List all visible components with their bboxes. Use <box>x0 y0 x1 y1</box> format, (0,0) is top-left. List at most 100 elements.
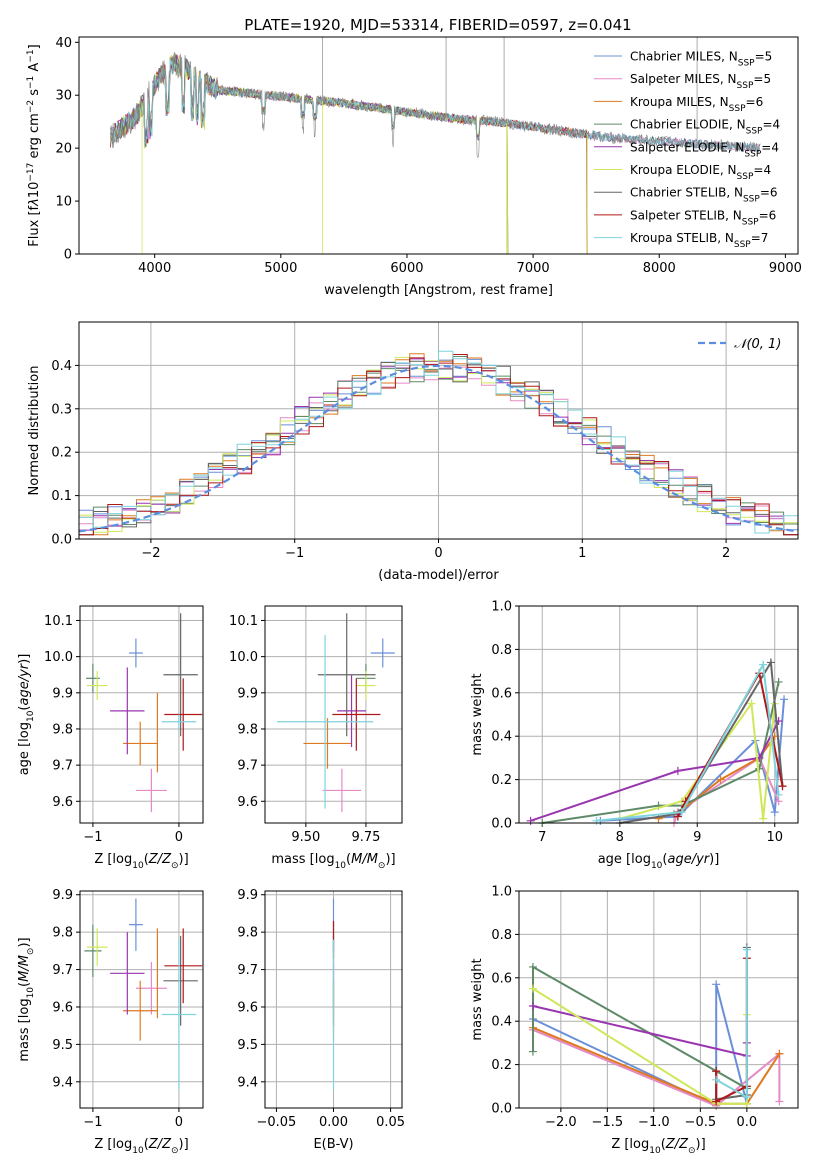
weight-marker <box>712 1067 721 1076</box>
y-tick-label: 0.8 <box>491 928 512 943</box>
x-tick-label: −2 <box>141 546 160 561</box>
weight-marker <box>770 808 779 817</box>
weight-marker <box>759 814 768 823</box>
y-tick-label: 0.6 <box>491 686 512 701</box>
weight-line <box>596 661 780 822</box>
y-tick-label: 10.0 <box>44 650 73 665</box>
y-tick-label: 9.9 <box>237 888 258 903</box>
y-tick-label: 9.6 <box>237 1000 258 1015</box>
data-point <box>161 939 197 1090</box>
plot-frame <box>78 36 799 255</box>
y-tick-label: 9.7 <box>237 759 258 774</box>
weight-marker <box>712 1075 721 1084</box>
y-tick-label: 0.0 <box>491 817 512 832</box>
data-point <box>161 714 197 729</box>
y-tick-label: 0.1 <box>51 489 72 504</box>
x-tick-label: 9 <box>693 830 701 845</box>
weight-marker <box>528 1047 537 1056</box>
weight-marker <box>766 658 775 667</box>
y-axis-label: Normed distribution <box>27 366 42 496</box>
x-tick-label: 0.0 <box>737 1115 758 1130</box>
weight-marker <box>780 695 789 704</box>
x-axis-label: Z [log10(Z/Z⊙)] <box>94 852 188 871</box>
weight-marker <box>712 980 721 989</box>
y-tick-label: 9.6 <box>237 795 258 810</box>
x-tick-label: 7000 <box>517 261 550 276</box>
x-axis-label: (data-model)/error <box>378 568 499 583</box>
data-point <box>277 634 374 809</box>
weight-marker <box>716 775 725 784</box>
data-point <box>129 898 143 951</box>
y-tick-label: 10 <box>55 195 72 210</box>
y-tick-label: 0 <box>64 248 72 263</box>
x-tick-label: 5000 <box>264 261 297 276</box>
y-tick-label: 0.2 <box>51 446 72 461</box>
data-point <box>303 718 352 769</box>
data-point <box>123 721 158 766</box>
y-tick-label: 9.5 <box>52 1038 73 1053</box>
x-tick-label: 9.50 <box>291 830 320 845</box>
x-tick-label: 0 <box>175 1115 183 1130</box>
y-tick-label: 9.9 <box>52 686 73 701</box>
weight-line <box>530 720 780 822</box>
x-tick-label: −1.0 <box>638 1115 670 1130</box>
x-tick-label: 0.05 <box>376 1115 405 1130</box>
y-tick-label: 0.4 <box>491 1015 512 1030</box>
y-tick-label: 9.8 <box>52 926 73 941</box>
y-axis-label: mass weight <box>470 673 485 755</box>
x-tick-label: 0.00 <box>319 1115 348 1130</box>
legend-label: 𝒩(0, 1) <box>734 337 781 352</box>
plot-frame <box>264 605 403 824</box>
data-point <box>163 613 198 737</box>
y-tick-label: 9.9 <box>237 686 258 701</box>
weight-marker <box>775 1097 784 1106</box>
legend-label: Chabrier MILES, NSSP=5 <box>630 50 772 69</box>
weight-marker <box>526 816 535 825</box>
plot-frame <box>79 890 204 1109</box>
x-axis-label: age [log10(age/yr)] <box>598 852 720 871</box>
data-point <box>110 667 145 755</box>
y-tick-label: 9.8 <box>237 722 258 737</box>
y-tick-label: 9.8 <box>237 926 258 941</box>
y-tick-label: 0.4 <box>491 730 512 745</box>
y-tick-label: 9.8 <box>52 722 73 737</box>
y-tick-label: 0.0 <box>491 1102 512 1117</box>
weight-line <box>619 659 784 824</box>
data-point <box>84 924 102 978</box>
weight-line <box>673 756 780 824</box>
x-tick-label: 1 <box>578 546 586 561</box>
legend-label: Kroupa ELODIE, NSSP=4 <box>630 163 771 182</box>
y-axis-label: mass [log10(M/M⊙)] <box>17 937 36 1061</box>
spectrum-model-line <box>110 54 509 254</box>
weight-marker <box>775 1049 784 1058</box>
y-tick-label: 9.6 <box>52 1000 73 1015</box>
data-point <box>129 638 143 668</box>
weight-marker <box>673 766 682 775</box>
data-point <box>86 928 108 966</box>
x-tick-label: 8 <box>616 830 624 845</box>
x-tick-label: 9000 <box>769 261 802 276</box>
weight-marker <box>673 812 682 821</box>
x-tick-label: −1 <box>83 830 102 845</box>
y-tick-label: 0.0 <box>51 533 72 548</box>
age-vs-mass-panel: 9.50 9.75 9.6 9.7 9.8 9.9 10.0 10.1 mass [log10(… <box>229 605 403 871</box>
weight-line <box>715 949 748 1099</box>
weight-line <box>532 984 748 1108</box>
data-point <box>337 674 366 748</box>
x-axis-label: Z [log10(Z/Z⊙)] <box>611 1137 705 1156</box>
data-point <box>123 980 158 1041</box>
y-tick-label: 10.1 <box>44 614 73 629</box>
weight-marker <box>528 984 537 993</box>
y-tick-label: 10.0 <box>229 650 258 665</box>
x-tick-label: −0.5 <box>685 1115 717 1130</box>
y-tick-label: 9.7 <box>52 963 73 978</box>
y-axis-label: age [log10(age/yr)] <box>17 654 36 776</box>
data-point <box>86 671 108 701</box>
spectrum-model-line <box>110 54 509 254</box>
spectrum-panel: 4000 5000 6000 7000 8000 9000 0 10 20 30 40 wavelen… <box>26 36 802 298</box>
x-tick-label: −1.5 <box>592 1115 624 1130</box>
x-tick-label: −1 <box>285 546 304 561</box>
y-axis-label: Flux [fλ10−17 erg cm−2 s−1 A−1] <box>26 44 42 246</box>
x-tick-label: 2 <box>722 546 730 561</box>
